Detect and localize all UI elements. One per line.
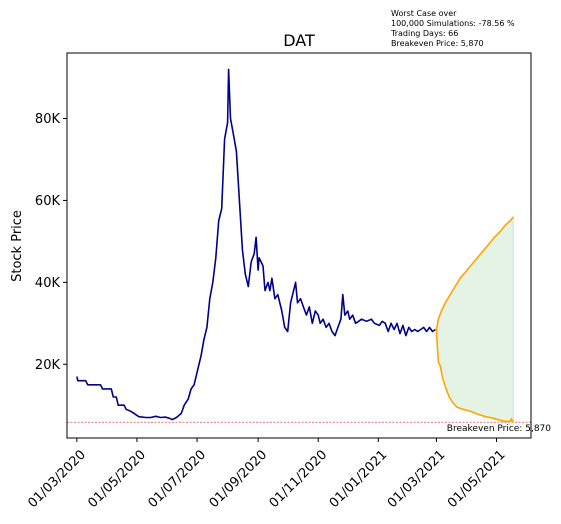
y-tick-label: 40K: [35, 276, 61, 291]
plot-frame: [66, 52, 532, 439]
chart-title: DAT: [283, 31, 315, 50]
x-tick-label: 01/01/2021: [327, 447, 391, 511]
breakeven-label: Breakeven Price: 5,870: [447, 424, 551, 434]
note-line: 100,000 Simulations: -78.56 %: [391, 19, 515, 28]
axes: 20K 40K 60K 80K 01/03/202001/05/202001/07/20…: [25, 112, 508, 511]
plot-area: [67, 68, 531, 425]
x-tick-label: 01/03/2020: [25, 447, 89, 511]
y-tick-label: 60K: [35, 194, 61, 209]
forecast-lower-line: [435, 329, 514, 423]
y-tick-label: 80K: [35, 112, 61, 127]
forecast-upper-line: [435, 216, 514, 330]
historical-price-line: [76, 68, 436, 421]
note-line: Trading Days: 66: [390, 29, 458, 38]
x-tick-label: 01/11/2020: [267, 447, 331, 511]
y-tick-label: 20K: [35, 358, 61, 373]
note-line: Breakeven Price: 5,870: [391, 39, 484, 48]
note-line: Worst Case over: [391, 9, 457, 18]
simulation-notes: Worst Case over 100,000 Simulations: -78…: [390, 9, 515, 48]
x-tick-label: 01/09/2020: [207, 447, 271, 511]
x-tick-label: 01/07/2020: [145, 447, 209, 511]
x-tick-label: 01/05/2021: [445, 447, 509, 511]
y-axis-label: Stock Price: [10, 210, 25, 282]
x-tick-label: 01/03/2021: [385, 447, 449, 511]
x-tick-label: 01/05/2020: [85, 447, 149, 511]
